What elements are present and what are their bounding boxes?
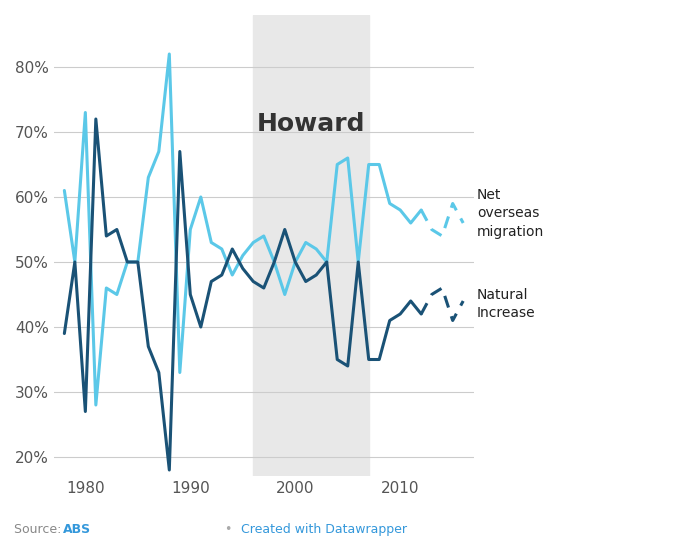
- Text: Howard: Howard: [257, 113, 365, 137]
- Text: •: •: [224, 523, 232, 536]
- Text: ABS: ABS: [63, 523, 91, 536]
- Text: Natural
Increase: Natural Increase: [477, 288, 536, 320]
- Text: Source:: Source:: [14, 523, 65, 536]
- Bar: [253, 15, 369, 477]
- Text: Net
overseas
migration: Net overseas migration: [477, 188, 544, 239]
- Text: Created with Datawrapper: Created with Datawrapper: [241, 523, 407, 536]
